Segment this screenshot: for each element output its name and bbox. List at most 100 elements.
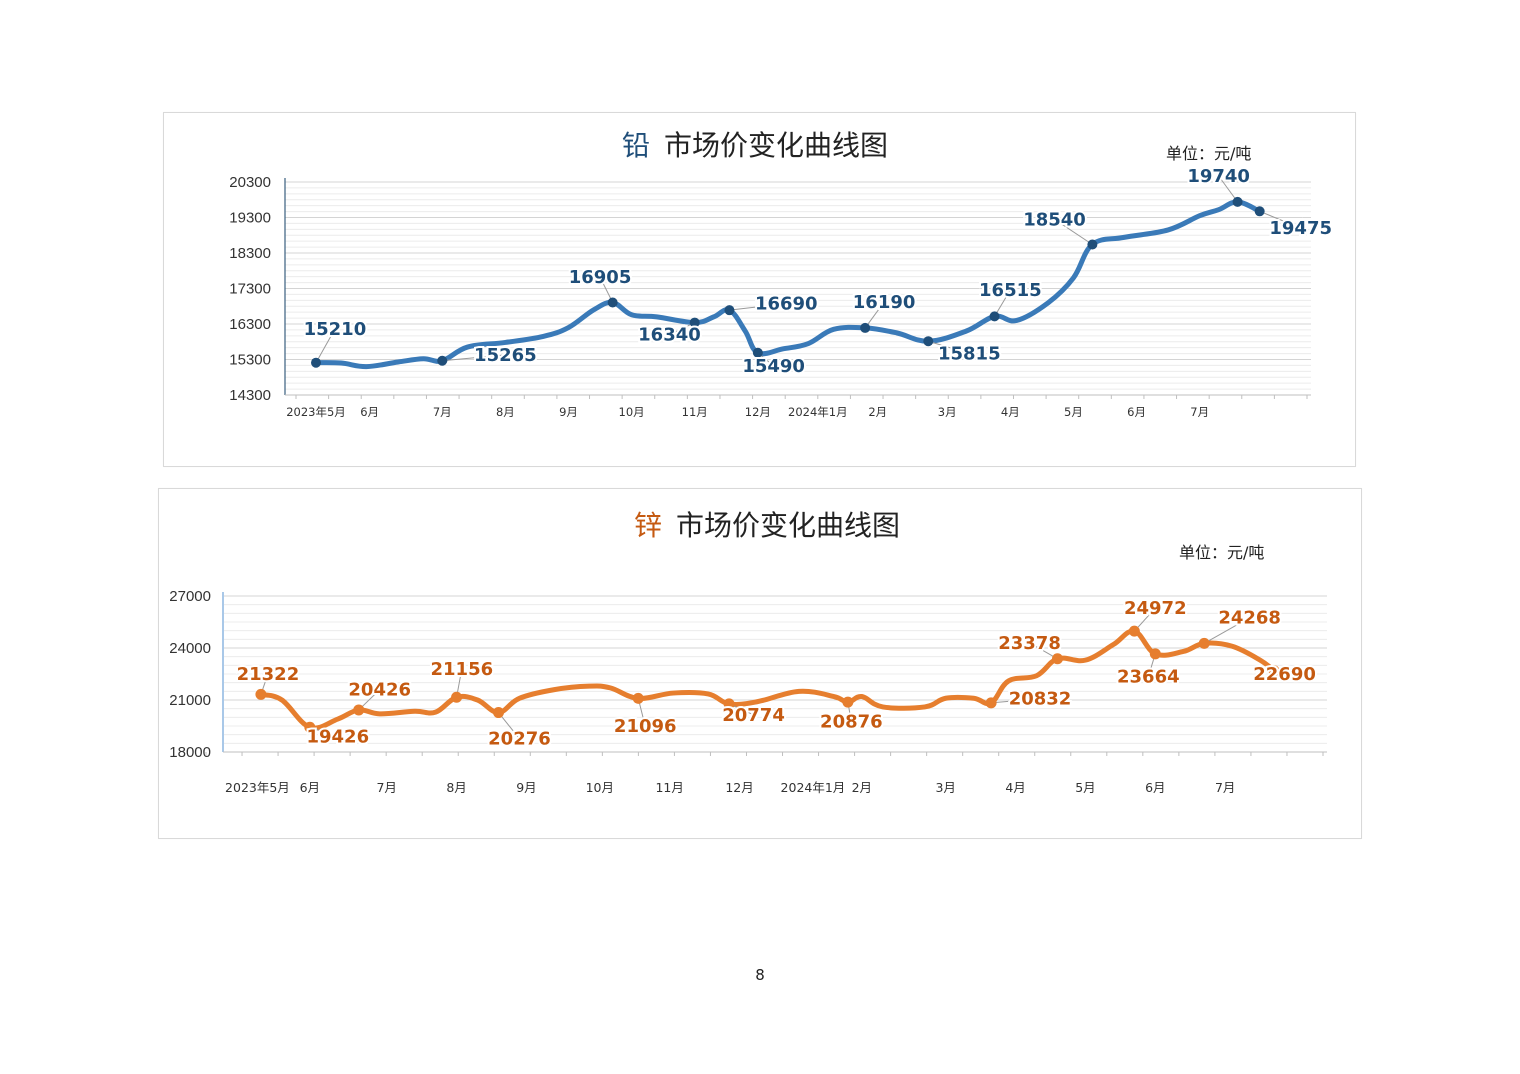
data-point bbox=[923, 336, 934, 347]
data-point bbox=[451, 691, 463, 703]
data-label: 19740 bbox=[1187, 166, 1250, 187]
zinc-chart-panel bbox=[158, 488, 1362, 839]
data-label: 16905 bbox=[569, 267, 632, 288]
x-tick-label: 12月 bbox=[725, 780, 753, 795]
leader-line bbox=[991, 698, 1041, 704]
lead-chart-title: 铅市场价变化曲线图 bbox=[622, 124, 888, 164]
x-tick-label: 2024年1月 bbox=[788, 405, 848, 419]
data-point bbox=[437, 355, 448, 366]
y-tick-label: 18000 bbox=[169, 744, 211, 761]
data-label: 22690 bbox=[1253, 664, 1316, 685]
x-tick-label: 4月 bbox=[1005, 780, 1025, 795]
zinc-unit-label: 单位：元/吨 bbox=[1179, 543, 1265, 562]
data-point bbox=[842, 696, 854, 708]
data-label: 16190 bbox=[853, 292, 916, 313]
data-label: 23664 bbox=[1117, 667, 1180, 688]
data-label: 21322 bbox=[237, 664, 300, 685]
y-tick-label: 19300 bbox=[229, 210, 271, 227]
data-point bbox=[632, 692, 644, 704]
x-tick-label: 9月 bbox=[559, 405, 578, 419]
data-point bbox=[1268, 665, 1280, 677]
data-label: 21096 bbox=[614, 716, 677, 737]
x-tick-label: 11月 bbox=[655, 780, 683, 795]
x-tick-label: 3月 bbox=[938, 405, 957, 419]
data-label: 20876 bbox=[820, 712, 883, 733]
data-label: 19426 bbox=[306, 726, 369, 747]
leader-line bbox=[994, 289, 1011, 317]
data-point bbox=[1232, 196, 1243, 207]
y-tick-label: 17300 bbox=[229, 281, 271, 298]
leader-line bbox=[498, 712, 520, 740]
data-label: 16690 bbox=[755, 293, 818, 314]
data-point bbox=[752, 347, 763, 358]
leader-line bbox=[315, 328, 336, 363]
x-tick-label: 11月 bbox=[682, 405, 708, 419]
leader-line bbox=[928, 340, 970, 354]
data-label: 18540 bbox=[1023, 209, 1086, 230]
x-tick-label: 3月 bbox=[935, 780, 955, 795]
data-point bbox=[255, 688, 267, 700]
y-tick-label: 27000 bbox=[169, 588, 211, 605]
x-tick-label: 6月 bbox=[300, 780, 320, 795]
x-tick-label: 2月 bbox=[852, 780, 872, 795]
leader-line bbox=[1259, 210, 1301, 229]
data-point bbox=[1149, 648, 1161, 660]
x-tick-label: 6月 bbox=[1145, 780, 1165, 795]
x-tick-label: 9月 bbox=[516, 780, 536, 795]
zinc-chart-title: 锌市场价变化曲线图 bbox=[634, 504, 900, 544]
data-label: 20276 bbox=[488, 729, 551, 750]
data-label: 24268 bbox=[1218, 608, 1281, 629]
y-tick-label: 18300 bbox=[229, 245, 271, 262]
x-tick-label: 4月 bbox=[1001, 405, 1020, 419]
data-label: 24972 bbox=[1124, 598, 1187, 619]
data-label: 15210 bbox=[304, 319, 367, 340]
data-label: 19475 bbox=[1269, 218, 1332, 239]
leader-line bbox=[729, 302, 787, 311]
lead-chart-panel bbox=[163, 112, 1356, 467]
x-tick-label: 5月 bbox=[1075, 780, 1095, 795]
x-tick-label: 7月 bbox=[1190, 405, 1209, 419]
zinc-metal-label: 锌 bbox=[634, 509, 663, 542]
data-point bbox=[311, 357, 321, 368]
leader-line bbox=[1203, 617, 1250, 644]
x-tick-label: 6月 bbox=[360, 405, 379, 419]
data-point bbox=[860, 322, 871, 333]
data-point bbox=[985, 697, 997, 709]
data-label: 15265 bbox=[474, 345, 537, 366]
data-point bbox=[607, 297, 618, 308]
data-label: 20774 bbox=[722, 705, 785, 726]
data-label: 20426 bbox=[348, 680, 411, 701]
x-tick-label: 12月 bbox=[745, 405, 771, 419]
data-label: 16340 bbox=[638, 325, 701, 346]
zinc-price-line bbox=[258, 628, 1277, 731]
data-point bbox=[304, 721, 316, 733]
x-tick-label: 8月 bbox=[496, 405, 515, 419]
x-tick-label: 10月 bbox=[619, 405, 645, 419]
leader-line bbox=[442, 354, 506, 362]
leader-line bbox=[1218, 175, 1238, 203]
x-tick-label: 2023年5月 bbox=[225, 780, 290, 795]
y-tick-label: 21000 bbox=[169, 692, 211, 709]
data-point bbox=[1087, 239, 1098, 250]
x-tick-label: 2024年1月 bbox=[781, 780, 846, 795]
y-tick-label: 16300 bbox=[229, 316, 271, 333]
x-tick-label: 7月 bbox=[1215, 780, 1235, 795]
data-point bbox=[723, 698, 735, 710]
x-tick-label: 8月 bbox=[446, 780, 466, 795]
page-number: 8 bbox=[755, 966, 765, 984]
data-label: 16515 bbox=[979, 280, 1042, 301]
data-point bbox=[989, 311, 1000, 322]
x-tick-label: 5月 bbox=[1064, 405, 1083, 419]
y-tick-label: 24000 bbox=[169, 640, 211, 657]
x-tick-label: 2月 bbox=[868, 405, 887, 419]
zinc-title-text: 市场价变化曲线图 bbox=[676, 509, 901, 542]
leader-line bbox=[864, 301, 885, 329]
x-tick-label: 2023年5月 bbox=[286, 405, 346, 419]
data-label: 20832 bbox=[1009, 689, 1072, 710]
data-point bbox=[1128, 625, 1140, 637]
data-point bbox=[1198, 637, 1210, 649]
x-tick-label: 6月 bbox=[1127, 405, 1146, 419]
x-tick-label: 7月 bbox=[376, 780, 396, 795]
